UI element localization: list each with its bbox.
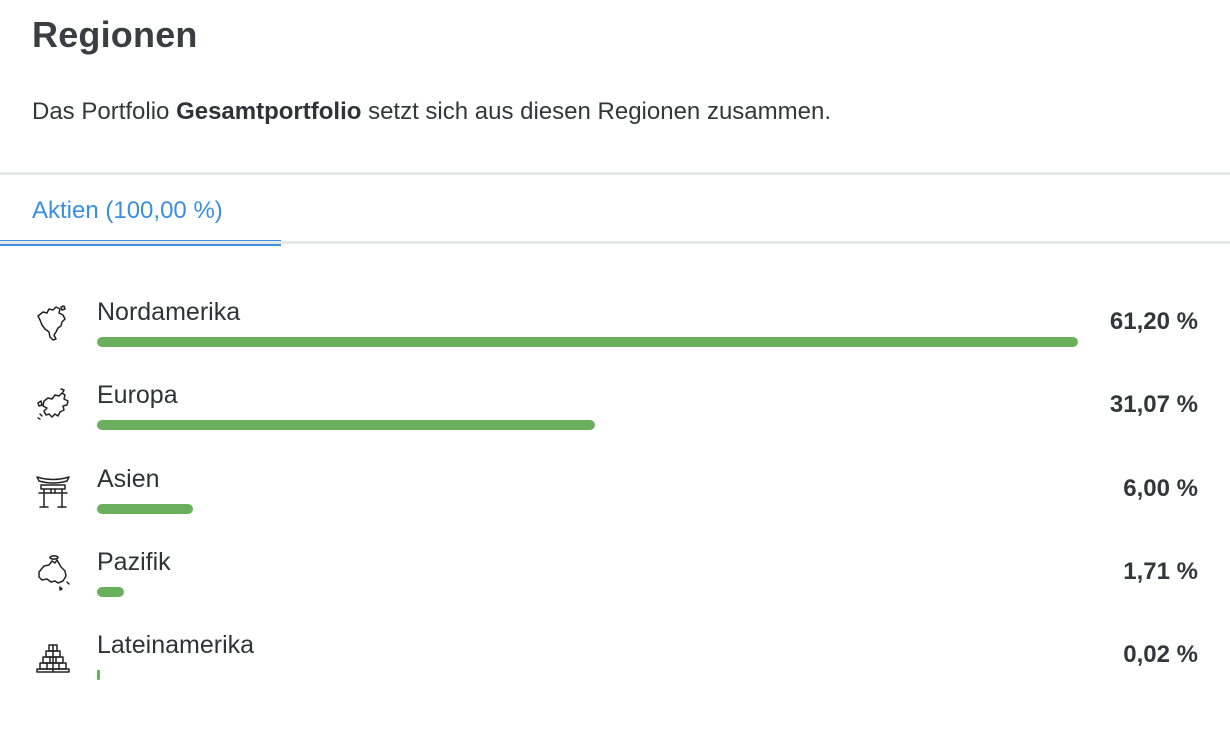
allocation-bar-track xyxy=(97,420,1078,430)
region-row-lateinamerika: Lateinamerika 0,02 % xyxy=(0,623,1230,693)
allocation-bar-track xyxy=(97,587,1078,597)
tab-bar-divider xyxy=(0,241,1230,244)
europe-map-icon xyxy=(34,387,72,425)
region-label: Lateinamerika xyxy=(97,631,255,659)
intro-prefix: Das Portfolio xyxy=(32,98,177,125)
intro-suffix: setzt sich aus diesen Regionen zusammen. xyxy=(361,98,831,125)
region-row-europa: Europa 31,07 % xyxy=(0,373,1230,443)
allocation-bar xyxy=(97,670,100,680)
tab-aktien-label: Aktien (100,00 %) xyxy=(32,197,223,224)
allocation-bar xyxy=(97,587,125,597)
allocation-value: 0,02 % xyxy=(1123,641,1198,668)
north-america-map-icon xyxy=(34,304,72,342)
allocation-bar-track xyxy=(97,670,1078,680)
allocation-bar xyxy=(97,504,194,514)
portfolio-name: Gesamtportfolio xyxy=(176,98,362,125)
region-row-asien: Asien 6,00 % xyxy=(0,457,1230,527)
allocation-value: 6,00 % xyxy=(1123,475,1198,502)
intro-text: Das Portfolio Gesamtportfolio setzt sich… xyxy=(32,98,831,126)
region-row-nordamerika: Nordamerika 61,20 % xyxy=(0,290,1230,360)
tab-aktien[interactable]: Aktien (100,00 %) xyxy=(0,175,281,246)
australia-map-icon xyxy=(34,554,72,592)
region-label: Nordamerika xyxy=(97,298,241,326)
allocation-bar-track xyxy=(97,337,1078,347)
allocation-value: 61,20 % xyxy=(1109,308,1198,335)
region-row-pazifik: Pazifik 1,71 % xyxy=(0,540,1230,610)
allocation-bar xyxy=(97,337,1078,347)
region-label: Asien xyxy=(97,465,160,493)
tab-bar: Aktien (100,00 %) xyxy=(0,175,1230,246)
page-title: Regionen xyxy=(32,14,198,55)
allocation-bar-track xyxy=(97,504,1078,514)
pyramid-icon xyxy=(34,637,72,675)
allocation-bar xyxy=(97,420,596,430)
region-label: Europa xyxy=(97,381,178,409)
section-divider xyxy=(0,172,1230,175)
region-label: Pazifik xyxy=(97,548,171,576)
allocation-value: 1,71 % xyxy=(1123,558,1198,585)
asian-gate-icon xyxy=(34,471,72,509)
allocation-value: 31,07 % xyxy=(1109,391,1198,418)
